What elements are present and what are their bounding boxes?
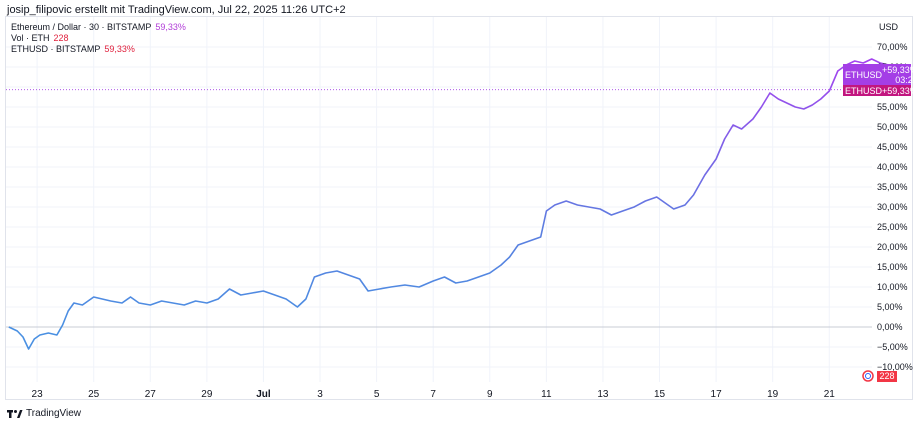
price-badge-value: +59,33% — [882, 65, 918, 75]
legend-row-volume[interactable]: Vol · ETH 228 — [11, 33, 69, 43]
volume-scale-icon[interactable] — [862, 370, 874, 382]
y-tick-label: 30,00% — [877, 202, 908, 212]
price-badge: ETHUSD +59,33% 03:27 — [843, 64, 918, 86]
x-tick-label: 11 — [541, 389, 552, 400]
y-tick-label: 40,00% — [877, 162, 908, 172]
y-tick-label: 0,00% — [877, 322, 903, 332]
x-tick-label: 21 — [823, 389, 835, 400]
y-tick-label: 50,00% — [877, 122, 908, 132]
y-tick-label: 10,00% — [877, 282, 908, 292]
x-tick-label: 19 — [767, 389, 779, 400]
legend-row-main[interactable]: Ethereum / Dollar · 30 · BITSTAMP 59,33% — [11, 22, 186, 32]
compare-badge-symbol: ETHUSD — [845, 85, 883, 96]
tradingview-footer[interactable]: TradingView — [7, 408, 81, 419]
x-tick-label: 5 — [373, 389, 380, 400]
legend-main-value: 59,33% — [155, 22, 186, 32]
series-line-0 — [8, 58, 898, 350]
x-tick-label: 17 — [710, 389, 722, 400]
compare-badge: ETHUSD +59,33% — [843, 85, 918, 96]
legend-compare-label: ETHUSD · BITSTAMP — [11, 44, 101, 54]
legend-volume-label: Vol · ETH — [11, 33, 50, 43]
tradingview-logo-icon — [7, 409, 23, 418]
y-tick-label: 5,00% — [877, 302, 903, 312]
y-tick-label: 45,00% — [877, 142, 908, 152]
y-tick-label: −10,00% — [877, 362, 913, 372]
x-tick-label: 27 — [144, 389, 156, 400]
y-tick-label: −5,00% — [877, 342, 908, 352]
volume-badge: 228 — [877, 371, 897, 382]
x-tick-label: 15 — [653, 389, 666, 400]
y-tick-label: 20,00% — [877, 242, 908, 252]
x-tick-label: 3 — [317, 389, 323, 400]
y-tick-label: 55,00% — [877, 102, 908, 112]
x-tick-label: 7 — [430, 389, 436, 400]
price-badge-countdown: 03:27 — [895, 75, 918, 85]
compare-badge-value: +59,33% — [882, 85, 918, 96]
tradingview-brand: TradingView — [26, 408, 82, 419]
x-tick-label: 29 — [201, 389, 213, 400]
x-tick-label: 25 — [88, 389, 100, 400]
chart-author-header: josip_filipovic erstellt mit TradingView… — [7, 4, 346, 16]
y-tick-label: 25,00% — [877, 222, 908, 232]
currency-label[interactable]: USD — [879, 22, 899, 32]
legend-row-compare[interactable]: ETHUSD · BITSTAMP 59,33% — [11, 44, 135, 54]
legend-main-label: Ethereum / Dollar · 30 · BITSTAMP — [11, 22, 152, 32]
chart-frame — [5, 16, 913, 400]
y-tick-label: 15,00% — [877, 262, 908, 272]
y-tick-label: 70,00% — [877, 42, 908, 52]
x-tick-label: 23 — [31, 389, 43, 400]
price-badge-symbol: ETHUSD — [845, 70, 883, 80]
x-tick-label: Jul — [256, 389, 271, 400]
legend-volume-value: 228 — [53, 33, 69, 43]
x-tick-label: 9 — [486, 389, 493, 400]
x-tick-label: 13 — [597, 389, 609, 400]
y-tick-label: 35,00% — [877, 182, 908, 192]
legend-compare-value: 59,33% — [104, 44, 135, 54]
